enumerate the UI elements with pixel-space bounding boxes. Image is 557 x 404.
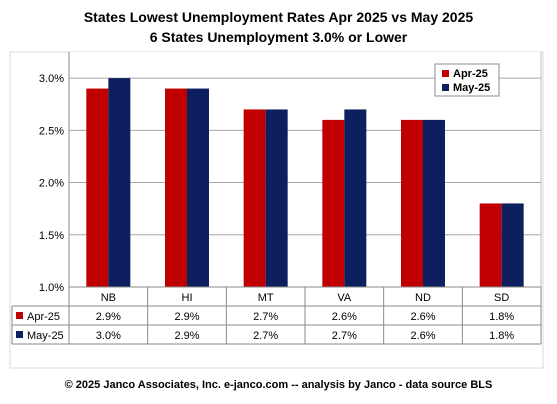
gridlines	[69, 77, 541, 236]
y-tick-label: 3.0%	[39, 73, 64, 85]
table-cell-value: 2.7%	[253, 330, 278, 342]
x-category-label: ND	[415, 292, 431, 304]
table-cell-value: 2.9%	[174, 330, 199, 342]
bars	[86, 78, 524, 287]
bar-apr-va	[322, 119, 345, 287]
table-cell-value: 1.8%	[489, 330, 514, 342]
y-tick-label: 1.0%	[39, 282, 64, 294]
legend: Apr-25 May-25	[434, 63, 500, 97]
bar-apr-sd	[479, 203, 502, 287]
bar-may-hi	[187, 88, 209, 287]
x-category-label: MT	[258, 292, 274, 304]
x-category-label: HI	[182, 292, 193, 304]
bar-may-nd	[423, 119, 445, 287]
y-tick-label: 2.5%	[39, 125, 64, 137]
bar-apr-nd	[401, 119, 423, 287]
x-category-label: NB	[101, 292, 116, 304]
table-cell-value: 2.9%	[96, 311, 121, 323]
bar-apr-hi	[165, 88, 187, 287]
y-tick-label: 2.0%	[39, 178, 64, 190]
table-cell-value: 2.6%	[410, 330, 435, 342]
data-table: NB HI MT VA ND SD Apr-25 2.9% 2.9% 2.7% 2.6% 2.6% 1.…	[11, 287, 542, 345]
table-legend-key-apr	[16, 312, 23, 319]
chart-subtitle: 6 States Unemployment 3.0% or Lower	[149, 29, 408, 45]
table-cell-value: 2.6%	[332, 311, 357, 323]
bar-may-sd	[501, 203, 524, 287]
legend-key-apr	[442, 70, 449, 77]
bar-apr-mt	[243, 109, 266, 287]
table-cell-value: 3.0%	[96, 330, 121, 342]
table-cell-value: 2.9%	[174, 311, 199, 323]
bar-may-nb	[108, 78, 131, 287]
legend-label: Apr-25	[453, 68, 488, 80]
x-category-label: VA	[337, 292, 352, 304]
table-series-name: May-25	[27, 330, 64, 342]
table-cell-value: 2.7%	[253, 311, 278, 323]
table-cell-value: 2.7%	[332, 330, 357, 342]
y-tick-label: 1.5%	[39, 230, 64, 242]
table-legend-key-may	[16, 331, 23, 338]
chart-title: States Lowest Unemployment Rates Apr 202…	[83, 9, 474, 25]
x-category-label: SD	[494, 292, 509, 304]
legend-key-may	[442, 84, 449, 91]
footer-credit: © 2025 Janco Associates, Inc. e-janco.co…	[64, 379, 493, 391]
bar-apr-nb	[86, 88, 109, 287]
table-series-name: Apr-25	[27, 311, 60, 323]
legend-label: May-25	[453, 82, 490, 94]
table-cell-value: 2.6%	[410, 311, 435, 323]
bar-may-mt	[265, 109, 288, 287]
bar-may-va	[344, 109, 367, 287]
table-cell-value: 1.8%	[489, 311, 514, 323]
